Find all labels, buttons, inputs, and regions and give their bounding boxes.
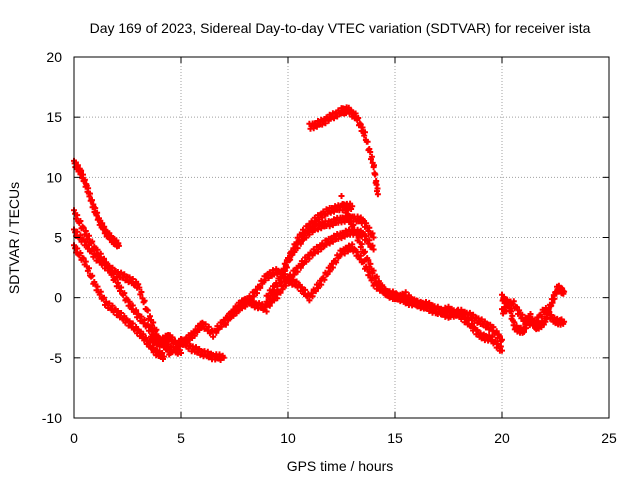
x-tick-label: 15: [387, 430, 403, 446]
x-tick-label: 0: [70, 430, 78, 446]
y-tick-label: 15: [46, 109, 62, 125]
x-tick-label: 5: [177, 430, 185, 446]
y-tick-label: -5: [50, 350, 63, 366]
series-track-9: [263, 226, 377, 308]
y-tick-label: -10: [42, 410, 62, 426]
series-track-6: [178, 336, 227, 363]
x-tick-label: 25: [601, 430, 617, 446]
ticks: 0 5 10 15 20 25 -10 -5 0 5 10 15 20: [42, 49, 617, 446]
y-axis-label: SDTVAR / TECUs: [6, 182, 22, 294]
x-axis-label: GPS time / hours: [287, 458, 394, 474]
series-track-10: [338, 193, 505, 345]
series-markers: [71, 104, 568, 363]
y-tick-label: 20: [46, 49, 62, 65]
chart-title: Day 169 of 2023, Sidereal Day-to-day VTE…: [90, 20, 591, 36]
x-tick-label: 10: [280, 430, 296, 446]
y-tick-label: 10: [46, 169, 62, 185]
series-track-11: [306, 104, 381, 198]
y-tick-label: 5: [54, 230, 62, 246]
x-tick-label: 20: [494, 430, 510, 446]
series-track-13: [499, 298, 568, 329]
y-tick-label: 0: [54, 290, 62, 306]
